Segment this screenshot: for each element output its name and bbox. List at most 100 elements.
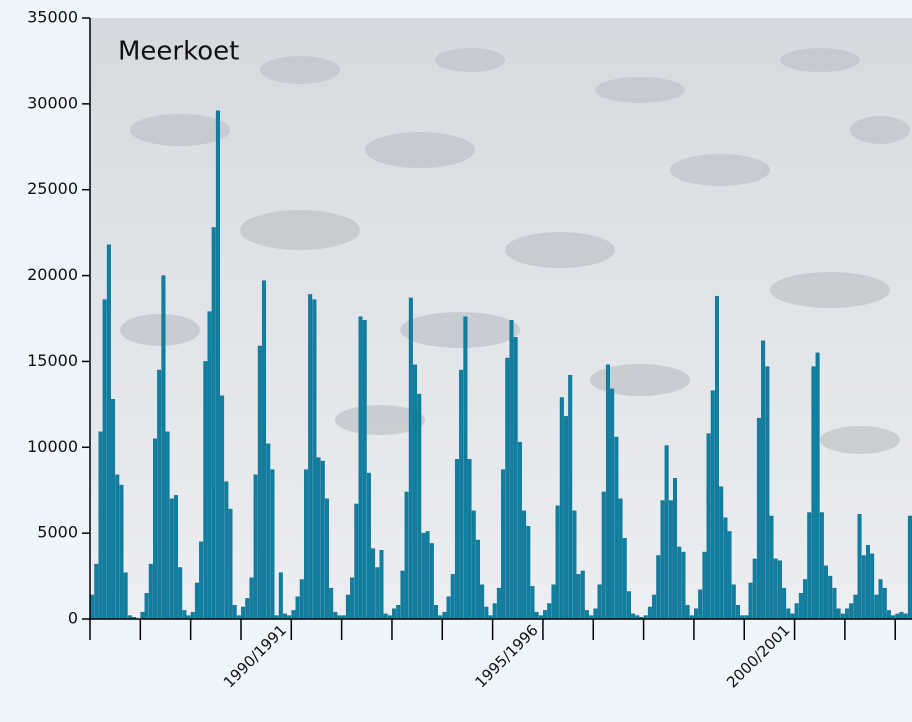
bar <box>266 443 271 620</box>
bar <box>513 337 518 620</box>
bar <box>106 244 111 620</box>
x-tick-label: 2000/2001 <box>723 621 793 691</box>
bar <box>161 275 166 620</box>
bar <box>907 515 912 620</box>
bar <box>417 393 422 620</box>
bar <box>203 361 208 620</box>
bar <box>375 567 380 620</box>
bar <box>601 491 606 620</box>
bar <box>505 357 510 620</box>
bar <box>148 563 153 620</box>
bar <box>782 587 787 620</box>
bar <box>471 510 476 620</box>
bar <box>362 320 367 620</box>
bar <box>865 544 870 620</box>
bar <box>140 611 145 620</box>
bar <box>475 539 480 620</box>
bar <box>777 560 782 620</box>
bar <box>333 611 338 620</box>
bar <box>324 498 329 620</box>
bar <box>111 399 116 620</box>
bar <box>593 608 598 620</box>
bar <box>228 508 233 620</box>
bar <box>454 459 459 620</box>
bar <box>283 613 288 620</box>
bar <box>698 589 703 620</box>
bar <box>119 484 124 620</box>
y-tick-label: 5000 <box>37 523 78 542</box>
bar <box>94 563 99 620</box>
bar <box>694 608 699 620</box>
bar <box>723 517 728 620</box>
bar <box>308 294 313 620</box>
bar <box>815 352 820 620</box>
bar <box>618 498 623 620</box>
bar <box>173 495 178 620</box>
bar <box>614 436 619 620</box>
bar <box>501 469 506 620</box>
bar <box>568 374 573 620</box>
bar <box>773 558 778 620</box>
bar <box>232 605 237 620</box>
bar <box>857 514 862 620</box>
bar <box>320 460 325 620</box>
bar <box>647 606 652 620</box>
bar <box>626 591 631 620</box>
chart-title: Meerkoet <box>118 37 239 67</box>
photo-birds <box>120 48 910 454</box>
bar <box>299 579 304 620</box>
bar <box>765 366 770 620</box>
bar <box>903 613 908 620</box>
bar <box>761 340 766 620</box>
bar <box>564 416 569 620</box>
bar <box>597 584 602 620</box>
bar <box>824 565 829 620</box>
bar <box>178 567 183 620</box>
bar <box>165 431 170 620</box>
bar <box>899 611 904 620</box>
bar <box>580 570 585 620</box>
bar <box>844 608 849 620</box>
y-tick-label: 25000 <box>27 179 78 198</box>
bar <box>798 593 803 620</box>
bar <box>685 605 690 620</box>
bar <box>522 510 527 620</box>
bar <box>794 603 799 620</box>
bar <box>547 603 552 620</box>
bar <box>660 500 665 620</box>
bar <box>257 345 262 620</box>
bar <box>211 227 216 620</box>
bar <box>278 572 283 620</box>
bar <box>194 582 199 620</box>
bar <box>379 550 384 620</box>
bar <box>421 532 426 620</box>
bar <box>895 613 900 620</box>
y-tick-label: 35000 <box>27 8 78 27</box>
bar <box>861 555 866 620</box>
bar <box>836 608 841 620</box>
bar <box>874 594 879 620</box>
bar <box>345 594 350 620</box>
bar <box>886 610 891 620</box>
bar <box>786 608 791 620</box>
bar <box>543 610 548 620</box>
bar <box>492 603 497 620</box>
bar <box>467 459 472 620</box>
bar <box>241 606 246 620</box>
bar <box>102 299 107 620</box>
bar <box>262 280 267 620</box>
bar <box>584 610 589 620</box>
bar <box>220 395 225 620</box>
bar <box>249 577 254 620</box>
bar <box>350 577 355 620</box>
y-tick-label: 15000 <box>27 351 78 370</box>
bar <box>295 596 300 620</box>
bar <box>769 515 774 620</box>
bar <box>123 572 128 620</box>
bar <box>622 538 627 620</box>
bar <box>371 548 376 620</box>
bar <box>270 469 275 620</box>
bar <box>215 110 220 620</box>
bar <box>706 433 711 620</box>
